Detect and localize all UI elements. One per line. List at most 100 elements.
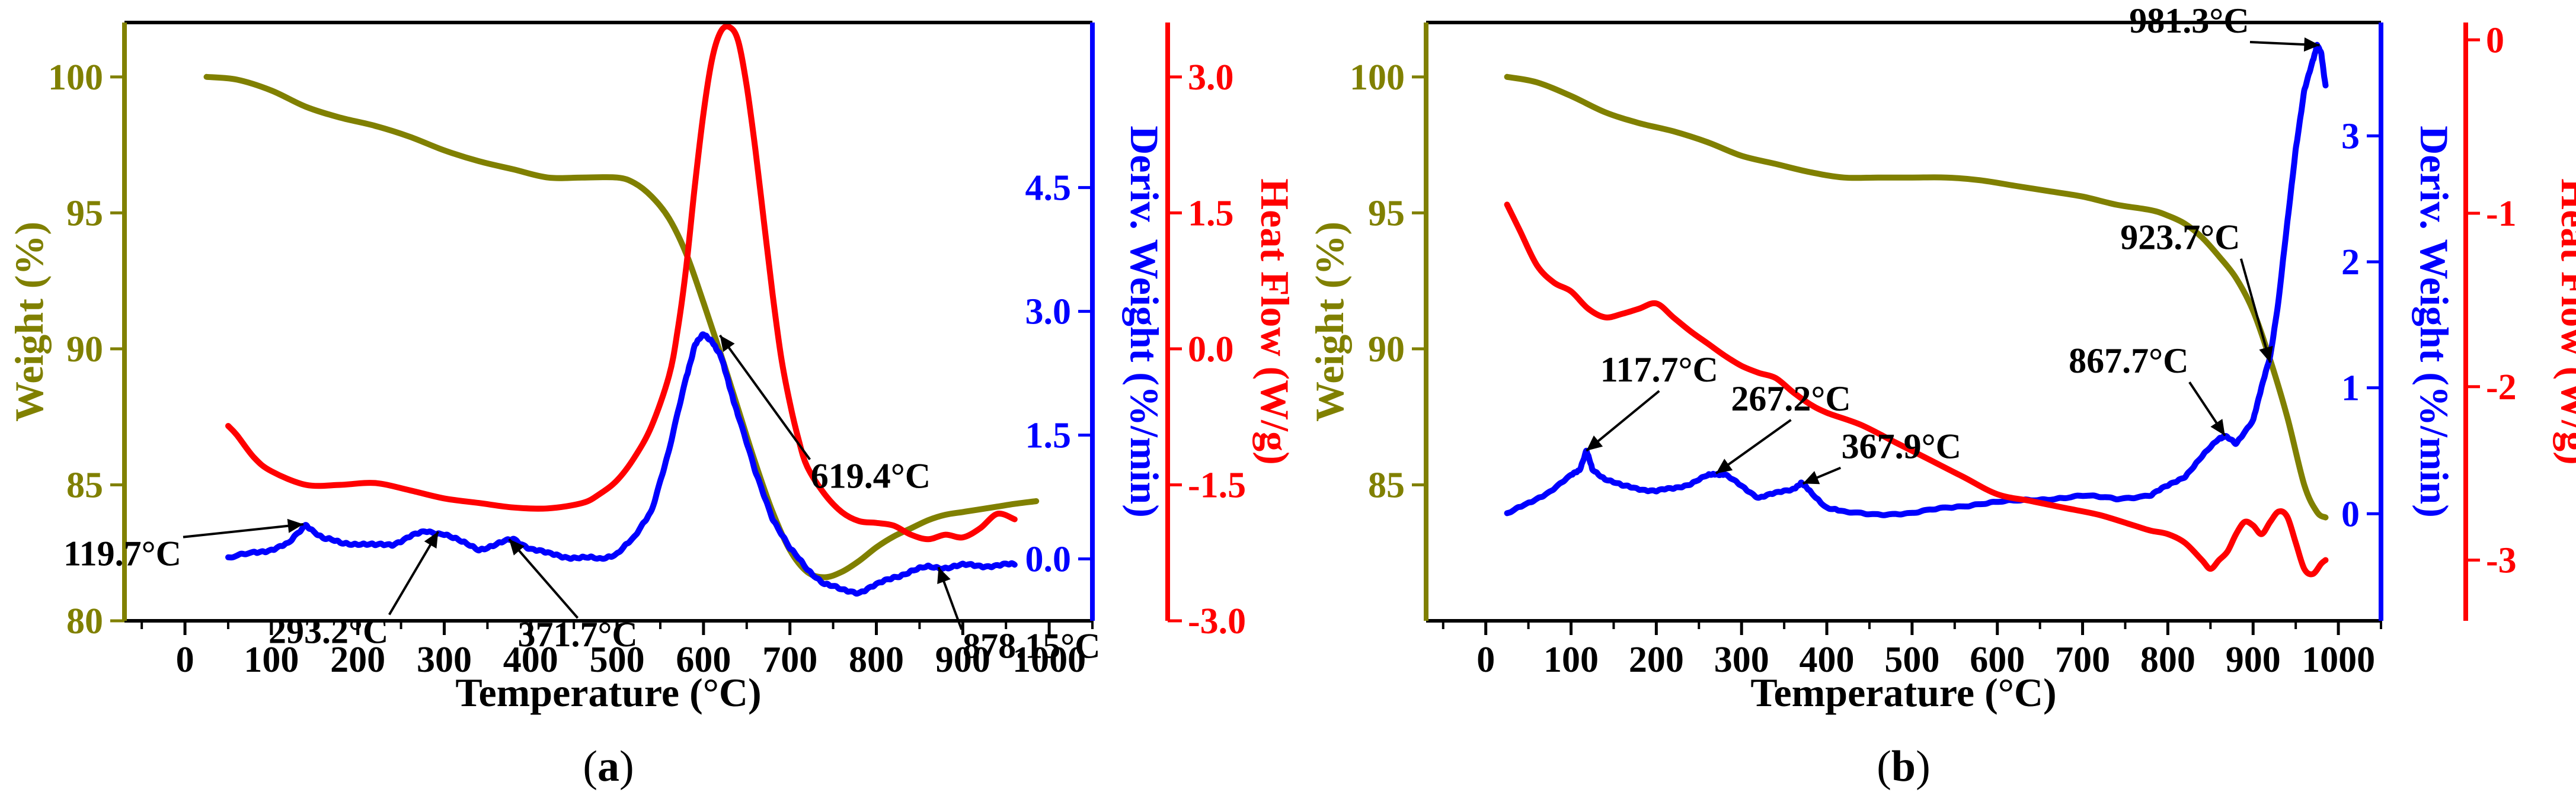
annotation-arrowhead-b <box>1716 458 1733 474</box>
annotation-arrow-a <box>183 523 304 538</box>
weight-tick-label-b: 100 <box>1350 57 1405 98</box>
x-axis-title-b: Temperature (°C) <box>1750 670 2056 715</box>
annotation-arrowhead-b <box>2259 345 2273 363</box>
heat-tick-label-b: 0 <box>2486 20 2504 60</box>
x-tick-label-b: 200 <box>1629 640 1684 680</box>
heat-tick-label-b: -1 <box>2486 194 2517 234</box>
weight-tick-label-a: 95 <box>66 193 103 233</box>
deriv-tick-label-b: 0 <box>2341 494 2360 534</box>
deriv-tick-label-a: 3.0 <box>1025 292 1072 332</box>
x-tick-label-a: 100 <box>244 640 299 680</box>
x-tick-label-a: 800 <box>849 640 904 680</box>
x-tick-label-b: 1000 <box>2302 640 2375 680</box>
annotation-arrowhead-a <box>424 531 439 549</box>
chart-panel-b: 0 100 200 300 400 500 600 700 800 900 100085909510… <box>1307 1 2576 791</box>
heat-tick-label-a: -3.0 <box>1188 601 1246 642</box>
annotation-arrowhead-b <box>1586 435 1603 451</box>
heat-axis-title-b: Heat Flow (W/g) <box>2553 178 2576 464</box>
weight-axis-title-b: Weight (%) <box>1307 222 1352 422</box>
annotation-arrow-a <box>718 334 811 460</box>
x-tick-label-a: 900 <box>935 640 990 680</box>
heat-tick-label-a: 3.0 <box>1188 57 1234 98</box>
deriv-axis-title-b: Deriv. Weight (%/min) <box>2412 126 2457 518</box>
heat-tick-label-b: -3 <box>2486 541 2517 581</box>
annotation-label-a: 119.7°C <box>63 534 181 573</box>
weight-tick-label-b: 95 <box>1368 193 1405 233</box>
x-tick-label-b: 400 <box>1800 640 1855 680</box>
deriv-axis-title-a: Deriv. Weight (%/min) <box>1122 126 1167 518</box>
x-tick-label-b: 900 <box>2226 640 2281 680</box>
x-tick-label-b: 0 <box>1476 640 1495 680</box>
annotation-arrowhead-b <box>2303 37 2320 52</box>
annotation-arrow-b <box>1586 390 1660 452</box>
annotation-label-a: 878.15°C <box>963 627 1100 666</box>
series-line-deriv-a <box>225 331 1018 597</box>
annotation-label-b: 923.7°C <box>2120 218 2240 257</box>
caption-open-paren: ( <box>1877 742 1891 791</box>
annotation-arrow-b <box>2239 258 2271 363</box>
annotation-arrowhead-a <box>287 518 303 533</box>
x-tick-label-b: 500 <box>1884 640 1939 680</box>
caption-open-paren: ( <box>583 742 597 791</box>
x-tick-label-a: 700 <box>762 640 817 680</box>
caption-close-paren: ) <box>619 742 634 791</box>
x-tick-label-b: 100 <box>1543 640 1599 680</box>
deriv-tick-label-b: 3 <box>2341 116 2360 156</box>
series-line-deriv-b <box>1504 41 2329 518</box>
annotation-label-b: 117.7°C <box>1600 350 1718 389</box>
weight-tick-label-b: 90 <box>1368 329 1405 370</box>
annotation-arrowhead-a <box>720 335 735 352</box>
chart-panel-a: 0 100 200 300 400 500 600 700 800 900 1000 80 85 90 95… <box>7 21 1297 791</box>
series-line-heat-a <box>225 23 1018 543</box>
annotation-arrowhead-a <box>937 567 951 584</box>
x-tick-label-b: 800 <box>2140 640 2195 680</box>
x-tick-label-b: 700 <box>2055 640 2110 680</box>
x-axis-title-a: Temperature (°C) <box>455 670 761 715</box>
annotation-arrow-a <box>508 538 579 619</box>
heat-tick-label-a: -1.5 <box>1188 465 1246 505</box>
annotation-label-a: 371.7°C <box>517 615 637 654</box>
deriv-tick-label-b: 2 <box>2341 242 2360 283</box>
x-tick-label-b: 300 <box>1714 640 1769 680</box>
weight-tick-label-a: 85 <box>66 465 103 505</box>
x-tick-label-a: 600 <box>676 640 731 680</box>
weight-axis-title-a: Weight (%) <box>7 222 52 422</box>
annotation-arrowhead-b <box>1802 471 1820 485</box>
weight-tick-label-a: 90 <box>66 329 103 370</box>
x-tick-label-a: 400 <box>503 640 558 680</box>
x-tick-label-a: 1000 <box>1012 640 1086 680</box>
weight-tick-label-b: 85 <box>1368 465 1405 505</box>
annotation-arrowhead-b <box>2210 419 2225 436</box>
annotation-label-a: 619.4°C <box>811 457 931 496</box>
caption-letter: a <box>597 742 619 791</box>
heat-tick-label-a: 1.5 <box>1188 193 1234 233</box>
x-tick-label-a: 500 <box>590 640 645 680</box>
deriv-tick-label-b: 1 <box>2341 368 2360 409</box>
caption-close-paren: ) <box>1916 742 1931 791</box>
x-tick-label-a: 300 <box>417 640 472 680</box>
annotation-arrowhead-a <box>509 539 525 556</box>
weight-tick-label-a: 100 <box>48 57 103 98</box>
heat-tick-label-a: 0.0 <box>1188 329 1234 370</box>
x-tick-label-a: 200 <box>330 640 385 680</box>
caption-letter: b <box>1891 742 1916 791</box>
annotation-label-a: 293.2°C <box>269 612 388 651</box>
annotation-label-b: 867.7°C <box>2069 341 2188 380</box>
annotation-label-b: 267.2°C <box>1731 379 1850 418</box>
panel-caption-a: (a) <box>583 742 634 791</box>
annotation-arrow-a <box>388 531 439 615</box>
heat-axis-title-a: Heat Flow (W/g) <box>1252 178 1297 464</box>
series-line-weight-a <box>203 73 1040 581</box>
series-line-heat-b <box>1504 201 2329 578</box>
x-tick-label-a: 0 <box>176 640 194 680</box>
annotation-label-b: 981.3°C <box>2129 1 2249 40</box>
weight-tick-label-a: 80 <box>66 601 103 642</box>
annotation-label-b: 367.9°C <box>1842 427 1961 466</box>
deriv-tick-label-a: 0.0 <box>1025 540 1072 580</box>
deriv-tick-label-a: 1.5 <box>1025 416 1072 456</box>
x-tick-label-b: 600 <box>1970 640 2025 680</box>
panel-caption-b: (b) <box>1877 742 1930 791</box>
deriv-tick-label-a: 4.5 <box>1025 168 1072 209</box>
heat-tick-label-b: -2 <box>2486 367 2517 408</box>
